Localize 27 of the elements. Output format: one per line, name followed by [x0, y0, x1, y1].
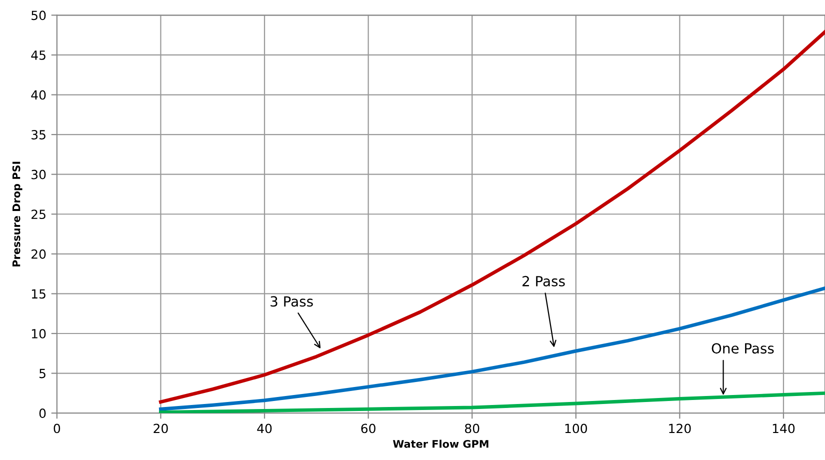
y-tick-label: 30	[32, 170, 46, 180]
line-series	[158, 286, 825, 411]
y-tick-label: 20	[32, 249, 46, 259]
y-tick-label: 50	[32, 10, 46, 20]
x-tick-label: 60	[361, 424, 376, 434]
y-tick-label: 5	[40, 368, 46, 378]
x-axis-title: Water Flow GPM	[392, 440, 488, 448]
x-tick-label: 20	[154, 424, 168, 434]
x-tick-label: 100	[565, 424, 587, 434]
x-tick-label: 80	[464, 424, 480, 434]
y-tick-label: 10	[32, 328, 46, 338]
y-tick-label: 35	[32, 130, 46, 140]
y-tick-label: 0	[39, 408, 46, 418]
y-tick-label: 45	[31, 50, 46, 60]
x-tick-label: 120	[669, 424, 691, 434]
y-tick-label: 25	[32, 210, 46, 220]
line-series	[158, 30, 825, 404]
annotation: 2 Pass	[522, 276, 565, 286]
y-tick-label: 15	[32, 289, 46, 299]
annotation: One Pass	[712, 343, 774, 354]
x-tick-label: 40	[257, 424, 272, 434]
y-axis-title: Pressure Drop PSI	[12, 162, 22, 266]
annotation: 3 Pass	[270, 296, 313, 307]
x-tick-label: 140	[772, 424, 795, 434]
x-tick-label: 0	[54, 424, 60, 434]
y-tick-label: 40	[31, 90, 46, 100]
line-series	[158, 391, 825, 414]
